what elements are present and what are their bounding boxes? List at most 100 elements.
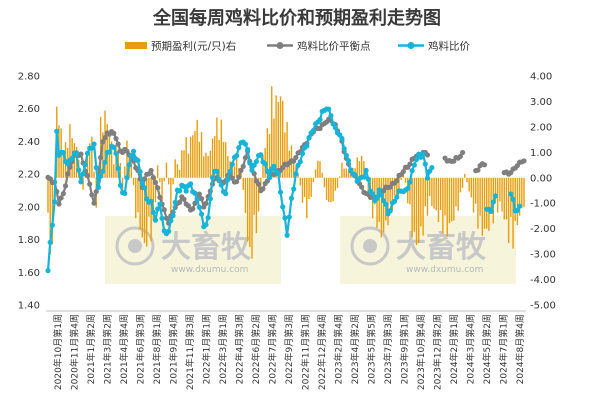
ratio-point <box>168 218 174 224</box>
legend-item-ratio[interactable]: 鸡料比价 <box>398 40 470 53</box>
profit-bar <box>420 177 422 227</box>
profit-bar <box>181 150 183 178</box>
balance-point <box>457 153 463 159</box>
ratio-point <box>115 165 121 171</box>
ratio-point <box>420 151 426 157</box>
profit-bar <box>439 177 442 210</box>
profit-bar <box>376 177 378 228</box>
profit-bar <box>251 177 253 259</box>
watermark-url: www.dxumu.com <box>406 265 483 275</box>
profit-bar <box>396 177 398 197</box>
profit-bar <box>284 132 286 178</box>
ratio-point <box>413 156 420 162</box>
x-tick-label: 2023年7月第3周 <box>382 314 394 384</box>
ratio-point <box>60 150 66 156</box>
profit-bar <box>260 177 262 188</box>
ratio-point <box>339 135 345 142</box>
left-tick-label: 1.80 <box>18 235 40 246</box>
ratio-point <box>51 199 58 205</box>
ratio-point <box>277 189 284 195</box>
profit-bar <box>400 177 402 180</box>
ratio-point <box>216 176 222 183</box>
ratio-point <box>330 121 336 127</box>
profit-bar <box>448 177 451 224</box>
ratio-point <box>135 157 141 164</box>
ratio-point <box>253 158 259 165</box>
ratio-point <box>262 161 268 167</box>
ratio-point <box>387 208 393 214</box>
balance-point <box>93 189 99 195</box>
profit-bar <box>343 168 345 178</box>
profit-bar <box>246 177 249 242</box>
left-tick-label: 2.60 <box>18 104 40 115</box>
profit-bar <box>200 132 203 178</box>
profit-bar <box>494 177 497 203</box>
profit-bar <box>47 177 49 213</box>
ratio-point <box>84 150 91 156</box>
profit-bar <box>110 141 113 178</box>
profit-bar <box>242 177 244 191</box>
profit-bar <box>428 177 431 197</box>
ratio-point <box>225 177 231 183</box>
watermark-logo-dot <box>363 239 377 253</box>
profit-bar <box>93 171 95 178</box>
profit-bar <box>211 138 214 178</box>
ratio-point <box>209 175 216 181</box>
ratio-point <box>282 215 288 221</box>
profit-bar <box>367 177 369 197</box>
profit-bar <box>214 136 216 178</box>
profit-bar <box>255 177 258 234</box>
profit-bar <box>426 177 429 216</box>
left-tick-label: 2.00 <box>18 202 40 213</box>
ratio-point <box>317 117 323 123</box>
legend-item-profit[interactable]: 预期盈利(元/只)右 <box>125 40 236 53</box>
ratio-point <box>181 183 187 190</box>
ratio-point <box>234 153 240 159</box>
profit-bar <box>512 177 514 249</box>
x-tick-label: 2023年9月第1周 <box>399 314 411 384</box>
profit-bar <box>378 177 380 223</box>
right-axis: 4.00 3.00 2.00 1.00 0.00 -1.00 -2.00 -3.00 -4.00… <box>530 72 556 312</box>
profit-bar <box>477 177 479 229</box>
ratio-point <box>310 127 317 134</box>
series-balance <box>45 116 527 226</box>
ratio-point <box>293 171 299 177</box>
profit-bar <box>185 137 187 178</box>
ratio-point <box>170 213 176 219</box>
left-tick-label: 1.60 <box>18 268 40 279</box>
ratio-point <box>378 192 385 198</box>
ratio-point <box>100 168 106 174</box>
ratio-point <box>341 145 347 152</box>
ratio-point <box>155 206 161 212</box>
ratio-point <box>407 179 413 185</box>
profit-bar <box>141 177 144 238</box>
balance-point <box>424 152 431 158</box>
balance-point <box>198 196 205 202</box>
right-tick-label: -1.00 <box>530 199 556 210</box>
ratio-point <box>93 165 99 171</box>
profit-bar <box>323 177 326 188</box>
ratio-point <box>328 113 334 119</box>
ratio-point <box>192 190 198 196</box>
balance-point <box>111 130 117 136</box>
profit-bar <box>505 177 508 220</box>
x-tick-label: 2021年1月第2周 <box>85 314 97 384</box>
ratio-point <box>249 167 255 173</box>
profit-bar <box>271 86 273 178</box>
profit-bar <box>176 164 179 178</box>
ratio-point <box>117 182 123 188</box>
ratio-point <box>223 191 229 197</box>
profit-bar <box>86 154 89 178</box>
profit-bar <box>321 172 323 178</box>
ratio-point <box>166 228 172 234</box>
legend-item-balance[interactable]: 鸡料比价平衡点 <box>267 40 371 53</box>
ratio-point <box>280 204 286 210</box>
profit-bar <box>165 162 168 178</box>
ratio-point <box>275 170 281 177</box>
balance-point <box>89 192 95 198</box>
profit-bar <box>347 171 350 178</box>
profit-bar <box>411 177 413 238</box>
profit-bar <box>224 142 227 178</box>
profit-bar <box>518 177 521 216</box>
